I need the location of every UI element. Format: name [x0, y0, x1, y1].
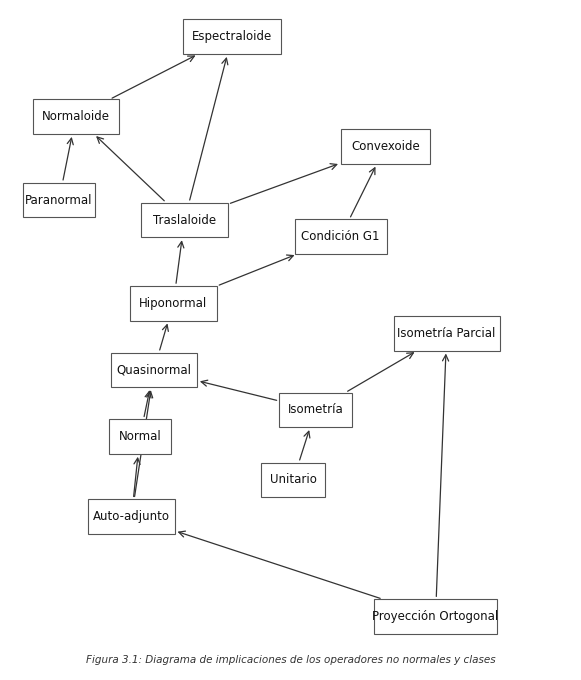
Text: Convexoide: Convexoide [351, 140, 419, 153]
FancyBboxPatch shape [279, 392, 352, 427]
Text: Paranormal: Paranormal [26, 194, 93, 207]
FancyBboxPatch shape [295, 220, 387, 254]
Text: Figura 3.1: Diagrama de implicaciones de los operadores no normales y clases: Figura 3.1: Diagrama de implicaciones de… [85, 656, 496, 665]
Text: Normal: Normal [119, 430, 162, 443]
Text: Espectraloide: Espectraloide [192, 31, 272, 44]
Text: Quasinormal: Quasinormal [116, 364, 191, 377]
FancyBboxPatch shape [340, 129, 430, 164]
FancyBboxPatch shape [109, 420, 171, 454]
Text: Proyección Ortogonal: Proyección Ortogonal [372, 610, 498, 623]
Text: Traslaloide: Traslaloide [153, 214, 216, 226]
Text: Isometría Parcial: Isometría Parcial [397, 327, 496, 340]
FancyBboxPatch shape [110, 353, 197, 388]
FancyBboxPatch shape [33, 99, 119, 134]
FancyBboxPatch shape [374, 599, 497, 634]
FancyBboxPatch shape [130, 286, 217, 321]
FancyBboxPatch shape [394, 316, 500, 351]
FancyBboxPatch shape [88, 499, 175, 534]
FancyBboxPatch shape [261, 462, 325, 497]
Text: Condición G1: Condición G1 [302, 231, 380, 243]
Text: Hiponormal: Hiponormal [139, 297, 207, 310]
Text: Unitario: Unitario [270, 473, 317, 486]
Text: Normaloide: Normaloide [42, 110, 110, 123]
FancyBboxPatch shape [23, 183, 95, 218]
Text: Isometría: Isometría [288, 403, 343, 416]
Text: Auto-adjunto: Auto-adjunto [93, 510, 170, 523]
FancyBboxPatch shape [141, 203, 228, 237]
FancyBboxPatch shape [183, 20, 281, 54]
